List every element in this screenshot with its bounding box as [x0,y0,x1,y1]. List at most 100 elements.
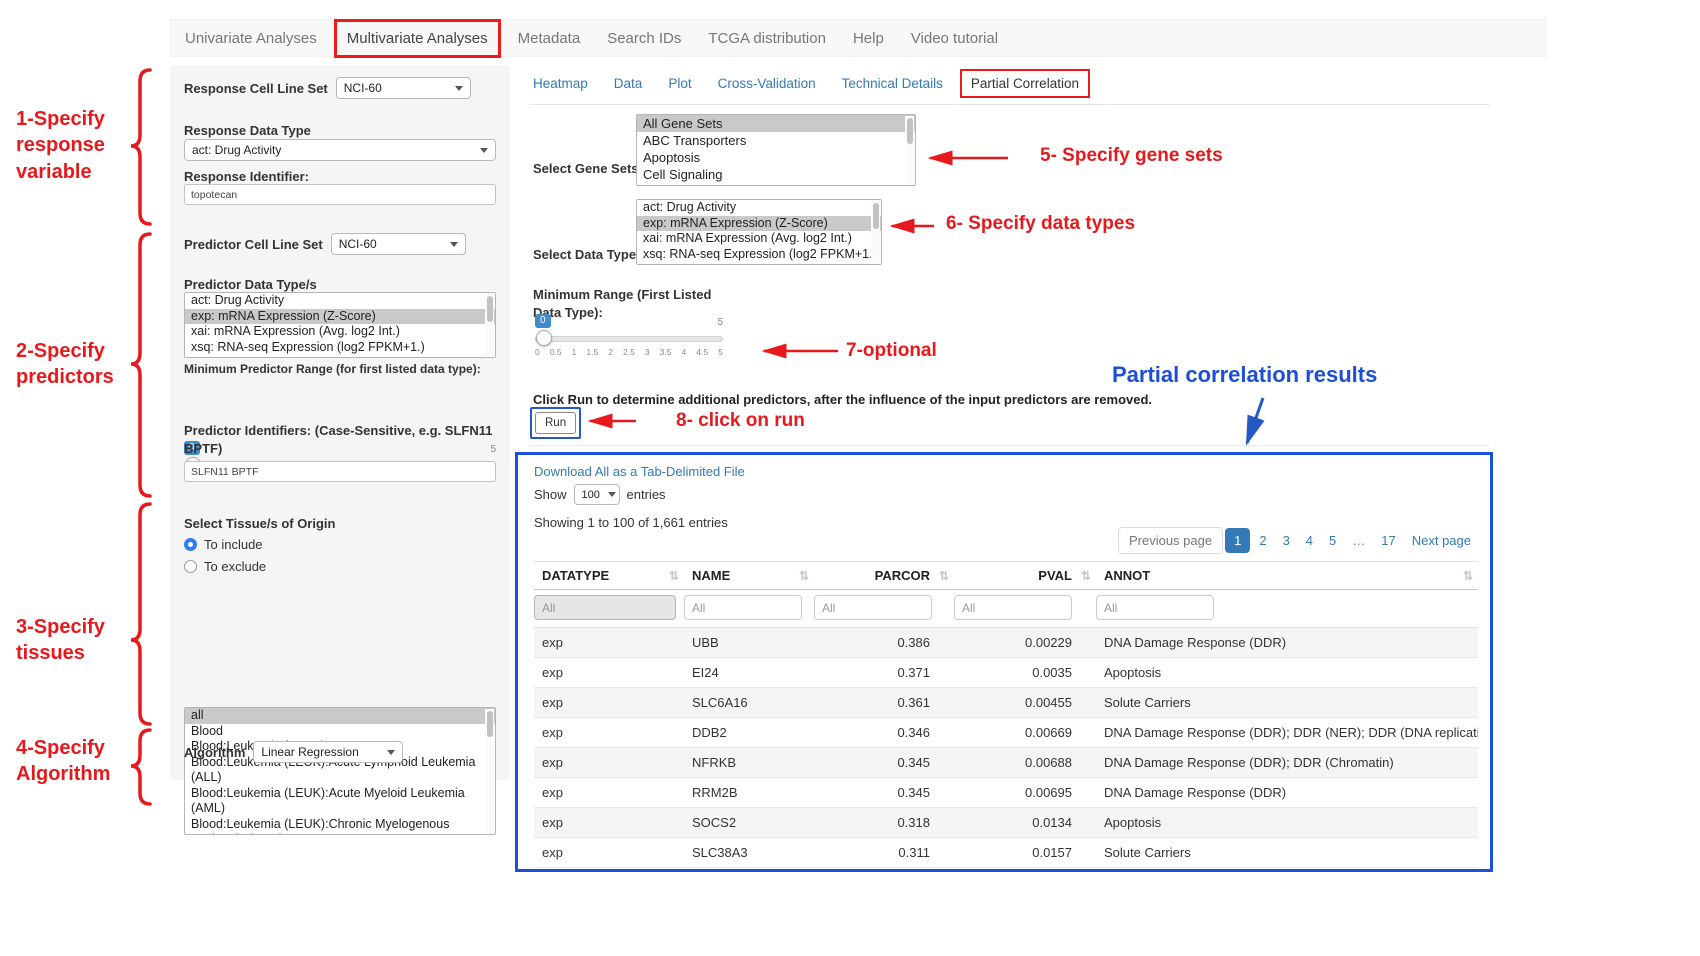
cell-datatype: exp [534,837,684,868]
min-range-label: Minimum Range (First Listed Data Type): [533,287,712,320]
showing-entries-text: Showing 1 to 100 of 1,661 entries [534,515,728,530]
analysis-tabs: Heatmap Data Plot Cross-Validation Techn… [533,69,1090,98]
slider-handle[interactable] [536,330,552,346]
scrollbar-thumb[interactable] [907,118,913,144]
table-row: exp SLC38A3 0.311 0.0157 Solute Carriers [534,837,1478,868]
pagination-page-2[interactable]: 2 [1252,528,1273,553]
filter-input-datatype[interactable] [534,595,676,620]
list-option[interactable]: exp: mRNA Expression (Z-Score) [185,308,495,324]
list-option[interactable]: act: Drug Activity [643,200,737,214]
results-table: DATATYPE ⇅ NAME ⇅ PARCOR ⇅ PVAL [534,561,1478,868]
cell-pval: 0.00669 [954,717,1096,748]
nav-multivariate-analyses[interactable]: Multivariate Analyses [333,18,501,58]
pagination-page-3[interactable]: 3 [1276,528,1297,553]
table-header-row: DATATYPE ⇅ NAME ⇅ PARCOR ⇅ PVAL [534,561,1478,590]
cell-pval: 0.0035 [954,657,1096,688]
annotation-step-1: 1-Specify response variable [16,108,105,183]
column-header-annot[interactable]: ANNOT ⇅ [1096,561,1478,590]
filter-input-name[interactable] [684,595,802,620]
predictor-cell-line-set-select[interactable]: NCI-60 [330,233,466,255]
list-option[interactable]: Apoptosis [643,150,701,165]
cell-datatype: exp [534,627,684,658]
nav-univariate-analyses[interactable]: Univariate Analyses [185,29,317,47]
list-option[interactable]: xsq: RNA-seq Expression (log2 FPKM+1.) [643,246,877,261]
column-header-pval[interactable]: PVAL ⇅ [954,561,1096,590]
cell-parcor: 0.311 [814,837,954,868]
pagination-page-5[interactable]: 5 [1322,528,1343,553]
list-option[interactable]: Cell Signaling [643,167,723,182]
list-option[interactable]: xsq: RNA-seq Expression (log2 FPKM+1.) [191,339,425,354]
scrollbar[interactable] [871,201,880,263]
slider-track[interactable] [535,336,723,342]
pagination-next[interactable]: Next page [1405,528,1478,553]
min-range-slider[interactable]: 0 5 0 0.5 1 1.5 2 2.5 3 3.5 4 4.5 5 [535,314,723,360]
scrollbar[interactable] [485,709,494,833]
show-label: Show [534,487,567,502]
cell-annot: DNA Damage Response (DDR); DDR (NER); DD… [1096,717,1478,748]
gene-sets-listbox: All Gene Sets ABC Transporters Apoptosis… [636,114,916,186]
pagination-page-4[interactable]: 4 [1299,528,1320,553]
column-header-name[interactable]: NAME ⇅ [684,561,814,590]
cell-datatype: exp [534,687,684,718]
list-option[interactable]: exp: mRNA Expression (Z-Score) [637,215,881,231]
cell-pval: 0.00688 [954,747,1096,778]
table-row: exp RRM2B 0.345 0.00695 DNA Damage Respo… [534,777,1478,808]
list-option[interactable]: xai: mRNA Expression (Avg. log2 Int.) [191,324,400,338]
cell-pval: 0.00455 [954,687,1096,718]
column-header-parcor[interactable]: PARCOR ⇅ [814,561,954,590]
scrollbar[interactable] [485,294,494,356]
scrollbar-thumb[interactable] [487,711,493,737]
scrollbar-thumb[interactable] [873,203,879,229]
tab-technical-details[interactable]: Technical Details [841,76,943,91]
cell-annot: DNA Damage Response (DDR) [1096,777,1478,808]
nav-tcga-distribution[interactable]: TCGA distribution [708,29,826,47]
response-data-type-select[interactable]: act: Drug Activity [184,139,496,161]
tab-cross-validation[interactable]: Cross-Validation [717,76,816,91]
tissue-exclude-radio[interactable]: To exclude [184,559,496,574]
list-option[interactable]: Blood:Leukemia (LEUK):Chronic Myelogenou… [191,816,450,835]
list-option[interactable]: act: Drug Activity [191,293,285,307]
table-row: exp SLC6A16 0.361 0.00455 Solute Carrier… [534,687,1478,718]
show-entries-select[interactable]: 100 [573,484,620,505]
cell-pval: 0.00695 [954,777,1096,808]
scrollbar-thumb[interactable] [487,296,493,322]
nav-metadata[interactable]: Metadata [517,29,581,47]
list-option[interactable]: xai: mRNA Expression (Avg. log2 Int.) [643,231,852,245]
tab-plot[interactable]: Plot [668,76,692,91]
tab-data[interactable]: Data [613,76,643,91]
filter-input-annot[interactable] [1096,595,1214,620]
list-option[interactable]: Blood:Leukemia (LEUK):Acute Myeloid Leuk… [191,785,465,816]
list-option[interactable]: ABC Transporters [643,133,747,148]
tab-heatmap[interactable]: Heatmap [533,76,588,91]
nav-search-ids[interactable]: Search IDs [607,29,682,47]
run-button[interactable]: Run [535,412,577,434]
nav-video-tutorial[interactable]: Video tutorial [910,29,999,47]
pagination-previous[interactable]: Previous page [1117,527,1224,554]
tissue-listbox: all Blood Blood:Leukemia (LEUK) Blood:Le… [184,707,496,835]
list-option[interactable]: All Gene Sets [637,115,915,132]
column-header-datatype[interactable]: DATATYPE ⇅ [534,561,684,590]
sort-icon: ⇅ [798,568,809,583]
tissue-include-radio[interactable]: To include [184,537,496,552]
scrollbar[interactable] [905,116,914,184]
pagination-page-17[interactable]: 17 [1374,528,1402,553]
list-option[interactable]: all [185,708,495,724]
response-identifier-input[interactable] [184,184,496,205]
predictor-identifiers-input[interactable] [184,461,496,482]
nav-help[interactable]: Help [852,29,884,47]
run-instruction-text: Click Run to determine additional predic… [533,392,1153,407]
list-option[interactable]: Blood [191,723,223,738]
radio-selected-icon [184,538,197,551]
algorithm-select[interactable]: Linear Regression [253,741,404,763]
slider-tick-label: 0 [535,347,540,357]
download-tab-delimited-link[interactable]: Download All as a Tab-Delimited File [534,464,745,479]
filter-input-pval[interactable] [954,595,1072,620]
cell-parcor: 0.346 [814,717,954,748]
pagination-page-1[interactable]: 1 [1225,528,1251,553]
response-cell-line-set-select[interactable]: NCI-60 [335,77,471,99]
annotation-brace-4 [130,728,152,806]
response-data-type-label: Response Data Type [184,123,311,138]
cell-datatype: exp [534,807,684,838]
tab-partial-correlation[interactable]: Partial Correlation [959,69,1090,98]
filter-input-parcor[interactable] [814,595,932,620]
